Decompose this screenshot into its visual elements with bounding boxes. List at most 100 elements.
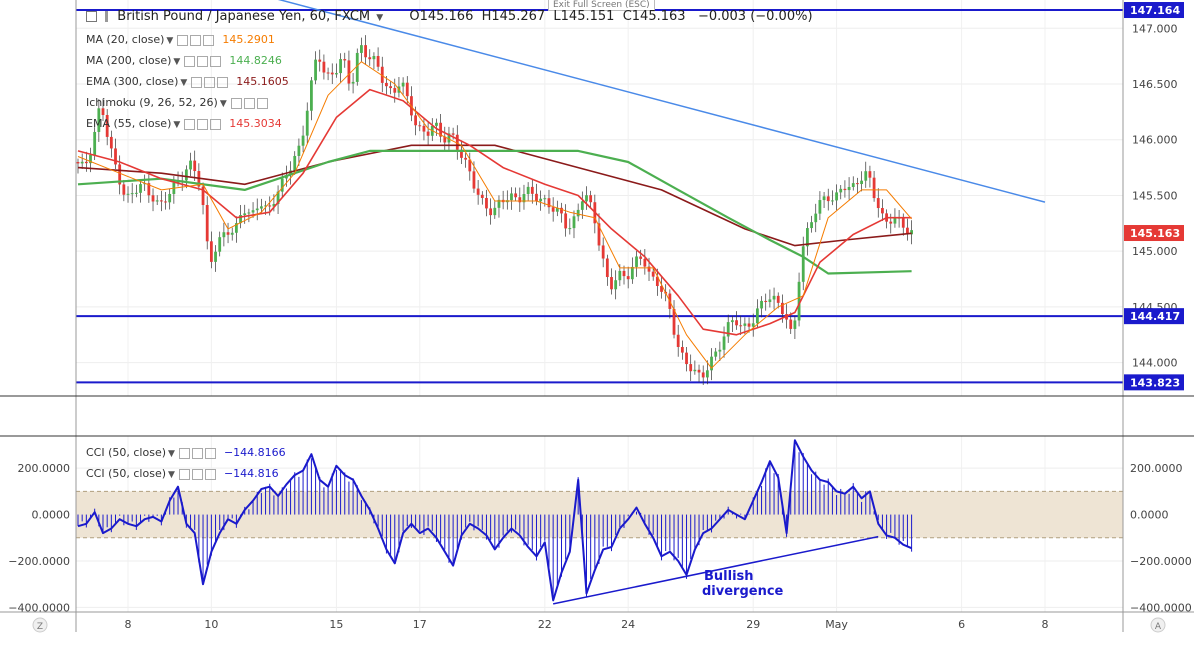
candle-body [114,148,117,165]
close-icon[interactable] [217,77,229,88]
candle-body [414,115,418,126]
auto-scale-button[interactable] [1150,617,1166,633]
settings-icon[interactable] [197,56,209,67]
collapse-icon[interactable] [86,11,97,22]
candle-body [560,207,563,214]
exchange: FXCM [334,9,371,24]
candle-body [710,356,713,371]
price-label-text: 143.823 [1130,376,1180,389]
candle-body [597,223,601,246]
candle-body [226,232,230,235]
cci-tick-label-right: −400.0000 [1130,601,1192,614]
indicator-legend[interactable]: MA (20, close) ▼ 145.2901 [86,33,275,48]
candle-body [760,300,763,309]
candle-body [264,205,267,207]
settings-icon[interactable] [243,98,255,109]
candle-body [722,336,726,350]
indicator-legend[interactable]: MA (200, close) ▼ 144.8246 [86,54,282,69]
indicator-controls[interactable] [178,468,218,481]
settings-icon[interactable] [204,77,216,88]
visibility-icon[interactable] [177,35,189,46]
chevron-down-icon[interactable]: ▼ [168,470,175,480]
candle-body [876,198,880,209]
close-icon[interactable] [210,56,222,67]
interval[interactable]: 60 [309,9,327,24]
candle-body [326,72,330,74]
candle-body [272,203,276,207]
candle-body [843,188,847,191]
indicator-controls[interactable] [178,447,218,460]
settings-icon[interactable] [191,448,203,459]
indicator-controls[interactable] [184,55,223,68]
indicator-value: 145.3034 [229,117,282,130]
cci-label: CCI (50, close) [86,467,167,480]
indicator-legend[interactable]: EMA (55, close) ▼ 145.3034 [86,117,282,132]
close-icon[interactable] [204,469,216,480]
chevron-down-icon[interactable]: ▼ [166,36,174,46]
candle-body [476,188,480,195]
candle-body [268,205,272,207]
cci-legend[interactable]: CCI (50, close) ▼ −144.816 [86,467,279,482]
indicator-legend[interactable]: EMA (300, close) ▼ 145.1605 [86,75,289,90]
settings-icon[interactable] [190,35,202,46]
candle-body [351,81,355,84]
visibility-icon[interactable] [191,77,203,88]
symbol-name[interactable]: British Pound / Japanese Yen [117,9,302,24]
visibility-icon[interactable] [184,56,196,67]
visibility-icon[interactable] [178,448,190,459]
candle-body [639,256,643,259]
visibility-icon[interactable] [178,469,190,480]
candle-body [451,133,455,135]
chevron-down-icon[interactable]: ▼ [376,13,384,23]
zoom-button[interactable] [32,617,48,633]
close-icon[interactable] [210,119,222,130]
exit-fullscreen-button[interactable]: Exit Full Screen (ESC) [548,0,655,11]
candle-body [576,209,580,217]
candle-body [831,200,834,202]
candle-body [101,108,105,115]
price-tick-label: 145.000 [1132,245,1178,258]
open-value: O145.166 [409,9,474,24]
price-pane[interactable] [76,0,1123,396]
time-tick-label: 6 [958,618,965,631]
chevron-down-icon[interactable]: ▼ [173,120,181,130]
candle-body [455,134,459,150]
indicator-controls[interactable] [191,76,230,89]
candle-body [739,325,743,327]
indicator-controls[interactable] [184,118,223,131]
candle-body [655,276,659,287]
candle-body [497,199,501,208]
cci-tick-label-right: −200.0000 [1130,555,1192,568]
indicator-controls[interactable] [230,97,270,110]
candle-body [80,161,84,164]
chevron-down-icon[interactable]: ▼ [168,449,175,459]
indicator-controls[interactable] [177,34,216,47]
cci-label: CCI (50, close) [86,446,167,459]
close-icon[interactable] [204,448,216,459]
candle-body [647,266,651,272]
close-icon[interactable] [203,35,215,46]
candle-body [672,308,676,335]
time-axis-labels: 8 10 15 17 22 24 29 May 6 8 [125,618,1049,631]
visibility-icon[interactable] [184,119,196,130]
candle-body [189,160,192,170]
cci-legend[interactable]: CCI (50, close) ▼ −144.8166 [86,446,286,461]
settings-icon[interactable] [197,119,209,130]
chevron-down-icon[interactable]: ▼ [180,78,188,88]
candle-body [276,191,280,204]
close-icon[interactable] [256,98,268,109]
price-axis-labels: 147.164 145.163 144.417 143.823 [1124,2,1184,391]
chevron-down-icon[interactable]: ▼ [173,57,181,67]
settings-icon[interactable] [191,469,203,480]
indicator-legend[interactable]: Ichimoku (9, 26, 52, 26) ▼ [86,96,270,111]
candle-body [222,232,226,238]
chevron-down-icon[interactable]: ▼ [219,99,227,109]
candle-body [522,194,526,203]
candle-body [109,136,113,149]
candle-body [910,230,913,235]
candle-body [443,136,447,143]
cci-tick-label-left: 0.0000 [32,509,71,522]
visibility-icon[interactable] [230,98,242,109]
candle-body [622,270,626,277]
